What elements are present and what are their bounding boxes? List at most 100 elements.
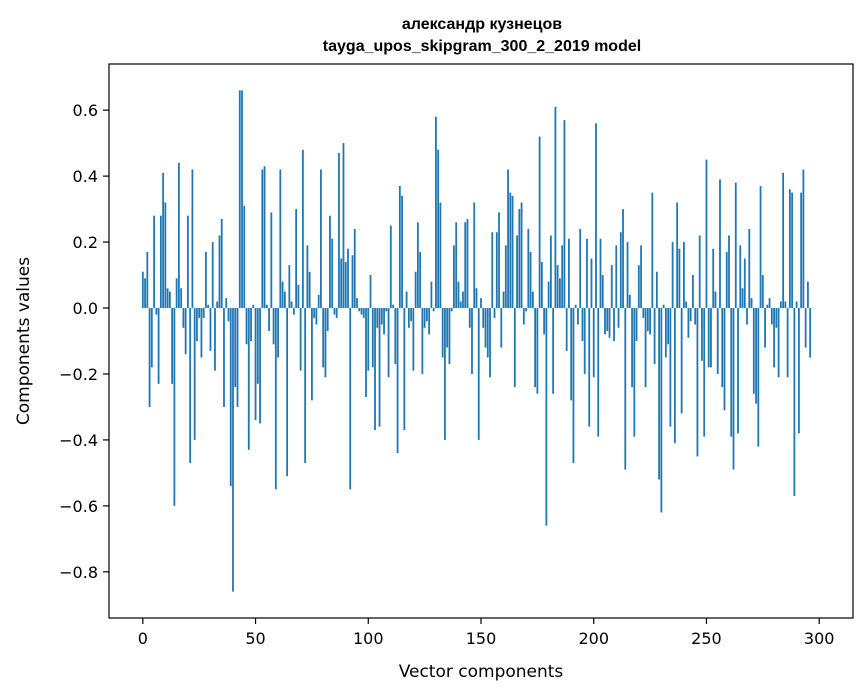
bar: [299, 308, 302, 371]
bar: [144, 278, 146, 309]
bar: [389, 225, 392, 309]
bar: [520, 202, 523, 309]
x-axis-label: Vector components: [399, 662, 564, 682]
y-axis-ticks: −0.8 −0.6 −0.4 −0.2 0.0 0.2 0.4 0.6: [59, 101, 109, 582]
bar: [646, 308, 649, 332]
chart-title: александр кузнецов tayga_upos_skipgram_3…: [323, 16, 641, 55]
bar: [766, 304, 769, 309]
bar: [527, 228, 530, 309]
bar: [513, 308, 516, 388]
bar: [734, 182, 737, 309]
y-tick-label: −0.4: [59, 431, 98, 450]
bar: [637, 265, 640, 309]
bar: [191, 169, 194, 309]
bar: [698, 235, 701, 309]
bar: [480, 298, 482, 309]
bar: [477, 308, 480, 440]
bar: [572, 308, 575, 464]
bar: [653, 308, 656, 365]
bar: [606, 308, 609, 332]
bar: [223, 308, 225, 407]
bar: [552, 308, 555, 394]
bar: [218, 235, 221, 309]
bar: [214, 308, 216, 371]
bar: [304, 308, 307, 464]
bar: [150, 308, 153, 368]
bar: [301, 149, 304, 309]
bar: [604, 308, 606, 335]
bar: [405, 291, 408, 309]
bar: [457, 281, 460, 309]
bar: [507, 169, 509, 309]
y-tick-label: −0.8: [59, 563, 98, 582]
bar: [159, 215, 162, 309]
bar: [540, 261, 543, 309]
bar: [396, 308, 399, 454]
bar: [775, 308, 778, 328]
bar: [626, 242, 629, 309]
bar: [182, 308, 185, 328]
bar: [196, 308, 198, 341]
bar: [610, 265, 613, 309]
bar: [209, 308, 212, 351]
bar: [383, 308, 385, 335]
bar: [531, 291, 534, 309]
bar: [173, 308, 176, 506]
bar: [660, 308, 663, 513]
bar: [800, 192, 803, 309]
bar: [642, 308, 645, 318]
bar: [538, 136, 541, 309]
bar: [502, 291, 505, 309]
bar: [453, 245, 455, 309]
bar: [234, 308, 237, 388]
bar: [685, 301, 688, 309]
bar: [365, 308, 367, 398]
bar: [353, 228, 356, 309]
bar: [245, 308, 248, 345]
bar: [475, 288, 478, 309]
bar: [371, 308, 374, 368]
bar: [344, 261, 347, 309]
bar: [770, 308, 773, 325]
bar: [398, 186, 401, 309]
bar: [807, 281, 809, 309]
bar: [227, 308, 230, 322]
bar: [599, 238, 602, 309]
bar: [565, 308, 568, 351]
bar: [211, 242, 214, 309]
bar: [759, 186, 762, 309]
bar: [392, 304, 394, 309]
bar: [577, 308, 579, 325]
bar: [380, 308, 383, 325]
bar: [148, 308, 151, 407]
bar: [728, 235, 730, 309]
bar: [549, 235, 552, 309]
bar: [782, 172, 785, 309]
bar: [732, 308, 735, 470]
bar: [518, 209, 521, 309]
bar: [187, 215, 189, 309]
bar: [362, 308, 365, 318]
bar: [687, 308, 690, 338]
bar: [360, 308, 363, 315]
y-tick-label: 0.4: [73, 167, 98, 186]
bar: [394, 308, 397, 365]
bar: [155, 308, 158, 315]
bar: [385, 308, 388, 312]
bar: [459, 301, 462, 309]
bar: [157, 308, 160, 384]
y-tick-label: 0.2: [73, 233, 98, 252]
bar: [493, 308, 496, 318]
bar: [232, 308, 234, 592]
bar: [306, 245, 309, 309]
bar: [448, 308, 451, 365]
bar: [435, 116, 437, 309]
bar: [498, 212, 500, 309]
bar: [705, 159, 708, 309]
bar: [277, 308, 279, 358]
bar: [788, 189, 791, 309]
bar: [290, 301, 293, 309]
bar: [556, 265, 559, 309]
bar: [746, 308, 748, 325]
bar: [326, 308, 329, 332]
